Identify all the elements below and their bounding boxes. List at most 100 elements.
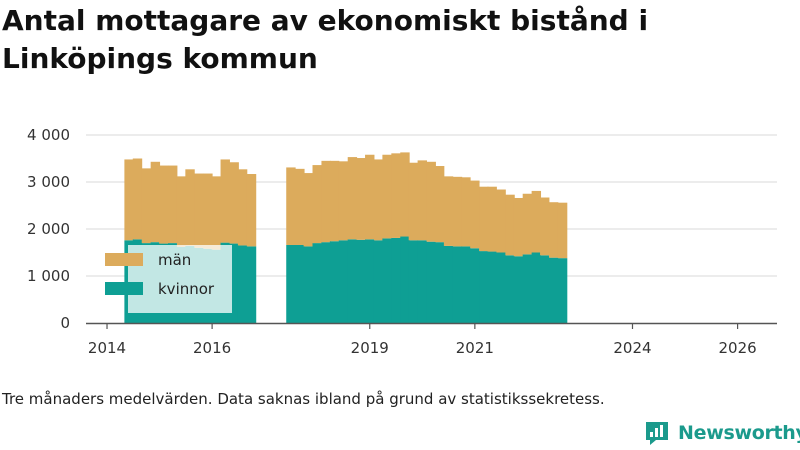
legend-label: män (158, 251, 191, 269)
bar-kvinnor (487, 251, 497, 323)
bar-man (246, 174, 257, 247)
bar-man (150, 161, 161, 243)
legend-background (128, 245, 232, 313)
bar-kvinnor (347, 239, 358, 323)
bar-man (496, 189, 506, 253)
bar-kvinnor (400, 236, 410, 323)
legend-swatch (105, 253, 143, 266)
bar-man (426, 161, 436, 242)
bar-man (312, 165, 322, 244)
bar-kvinnor (434, 242, 445, 323)
bar-kvinnor (295, 244, 305, 323)
bar-kvinnor (356, 239, 366, 323)
bar-man (365, 154, 375, 240)
bar-kvinnor (540, 255, 550, 323)
bar-man (408, 162, 419, 241)
bar-man (229, 162, 239, 244)
bar-man (303, 173, 313, 247)
bar-man (505, 194, 515, 256)
bar-kvinnor (426, 241, 436, 323)
bar-man (194, 173, 204, 248)
bar-man (382, 154, 392, 239)
bar-man (329, 160, 340, 242)
bar-kvinnor (522, 254, 533, 323)
bar-kvinnor (373, 240, 384, 323)
bar-kvinnor (246, 246, 257, 323)
y-tick-label: 4 000 (27, 126, 70, 144)
bar-man (176, 176, 187, 247)
bar-kvinnor (505, 255, 515, 323)
bar-man (487, 186, 497, 252)
bar-man (540, 197, 550, 256)
bar-kvinnor (479, 251, 489, 323)
x-tick-label: 2019 (351, 339, 389, 357)
bar-kvinnor (557, 258, 568, 323)
bar-kvinnor (391, 237, 401, 323)
bar-man (168, 165, 178, 244)
brand-name: Newsworthy (678, 422, 800, 444)
bar-man (124, 159, 134, 241)
bar-kvinnor (452, 246, 463, 323)
y-tick-label: 0 (60, 314, 70, 332)
bar-kvinnor (303, 246, 313, 323)
bar-kvinnor (321, 242, 331, 323)
bar-man (185, 169, 195, 246)
bar-man (513, 197, 524, 257)
bar-man (132, 158, 143, 240)
x-tick-label: 2016 (193, 339, 231, 357)
bar-man (417, 160, 428, 241)
bar-man (391, 153, 401, 238)
y-tick-label: 3 000 (27, 173, 70, 191)
bar-man (347, 157, 358, 240)
bar-kvinnor (312, 243, 322, 323)
bar-man (203, 173, 213, 249)
x-tick-label: 2014 (88, 339, 126, 357)
legend-label: kvinnor (158, 280, 215, 298)
bar-kvinnor (461, 246, 471, 323)
bar-kvinnor (417, 240, 428, 323)
bar-kvinnor (531, 252, 542, 323)
bar-man (141, 168, 152, 244)
bar-man (211, 176, 222, 250)
bar-man (220, 159, 230, 243)
bar-kvinnor (365, 239, 375, 323)
bar-kvinnor (338, 240, 349, 323)
bar-kvinnor (548, 257, 559, 323)
stacked-bar-chart: 0 1 000 2 000 3 000 4 000 2014 2016 2019 2021 202… (27, 126, 777, 357)
x-tick-label: 2021 (456, 339, 494, 357)
bar-chart-bubble-icon (646, 422, 668, 445)
bar-man (159, 165, 169, 244)
bar-man (434, 166, 445, 243)
bar-man (237, 169, 248, 246)
x-tick-label: 2026 (718, 339, 756, 357)
bar-man (452, 176, 463, 247)
bar-man (400, 152, 410, 237)
bar-kvinnor (229, 243, 239, 323)
bar-man (470, 180, 480, 249)
bar-man (522, 193, 533, 255)
y-tick-label: 1 000 (27, 267, 70, 285)
bar-man (295, 168, 305, 245)
bar-man (443, 176, 454, 246)
bar-man (356, 158, 366, 240)
bar-kvinnor (496, 252, 506, 323)
bar-kvinnor (382, 238, 392, 323)
bar-man (461, 177, 471, 247)
bar-kvinnor (443, 245, 454, 323)
bar-kvinnor (286, 244, 296, 323)
brand-logo[interactable]: Newsworthy (644, 420, 800, 446)
bar-man (286, 167, 296, 245)
footnote: Tre månaders medelvärden. Data saknas ib… (2, 390, 605, 408)
bar-kvinnor (237, 245, 248, 323)
bar-man (338, 161, 349, 241)
bar-man (321, 160, 331, 243)
bar-kvinnor (513, 256, 524, 323)
bar-man (531, 190, 542, 253)
legend-swatch (105, 282, 143, 295)
bar-man (373, 159, 384, 241)
y-tick-label: 2 000 (27, 220, 70, 238)
bar-man (557, 202, 568, 259)
bar-man (548, 202, 559, 258)
bar-kvinnor (470, 248, 480, 323)
x-tick-label: 2024 (613, 339, 651, 357)
